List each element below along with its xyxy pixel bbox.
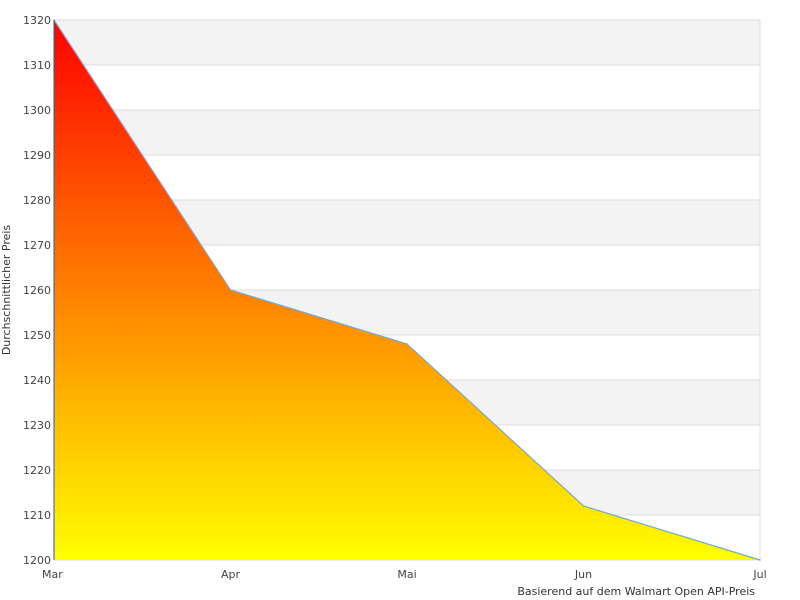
data-point xyxy=(582,505,585,507)
data-point xyxy=(229,289,232,291)
x-tick-label: Mar xyxy=(42,568,63,581)
y-tick-label: 1260 xyxy=(23,284,51,297)
y-tick-label: 1220 xyxy=(23,464,51,477)
x-tick-label: Jun xyxy=(574,568,592,581)
y-tick-label: 1210 xyxy=(23,509,51,522)
y-tick-label: 1240 xyxy=(23,374,51,387)
y-axis-label: Durchschnittlicher Preis xyxy=(0,225,13,356)
y-tick-label: 1300 xyxy=(23,104,51,117)
x-tick-label: Jul xyxy=(752,568,766,581)
y-tick-label: 1250 xyxy=(23,329,51,342)
y-tick-label: 1310 xyxy=(23,59,51,72)
data-point xyxy=(406,343,408,345)
grid-band xyxy=(54,110,760,155)
x-axis-label: Basierend auf dem Walmart Open API-Preis xyxy=(517,585,755,598)
x-tick-label: Mai xyxy=(397,568,416,581)
y-tick-label: 1320 xyxy=(23,14,51,27)
y-tick-label: 1200 xyxy=(23,554,51,567)
y-tick-label: 1290 xyxy=(23,149,51,162)
y-tick-label: 1230 xyxy=(23,419,51,432)
x-tick-label: Apr xyxy=(221,568,241,581)
y-tick-label: 1270 xyxy=(23,239,51,252)
area-fill xyxy=(54,20,760,560)
y-tick-label: 1280 xyxy=(23,194,51,207)
grid-band xyxy=(54,20,760,65)
data-point xyxy=(759,559,761,561)
